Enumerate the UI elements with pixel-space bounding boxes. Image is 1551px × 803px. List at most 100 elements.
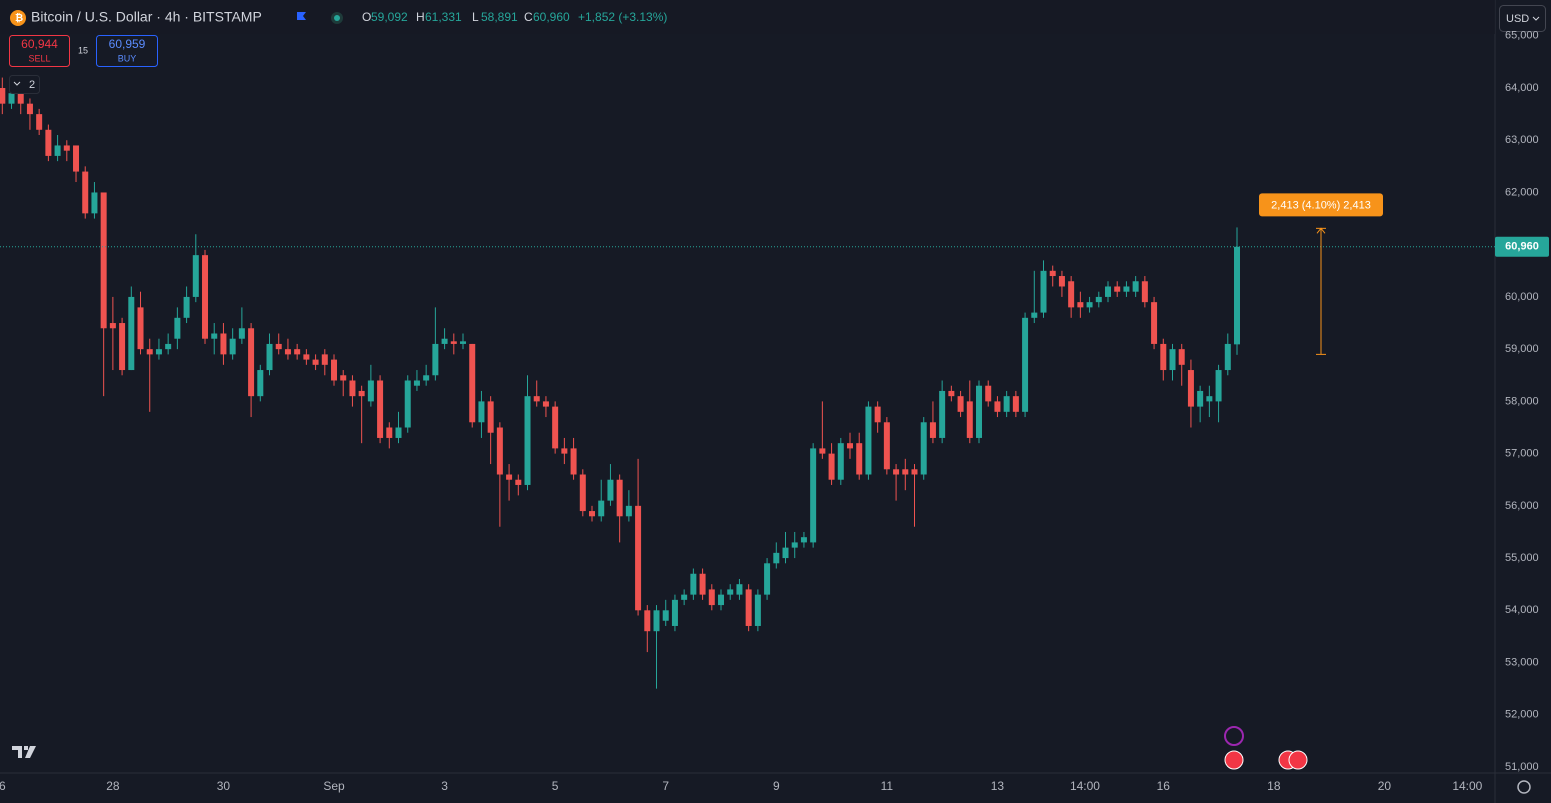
x-tick-label: 20 xyxy=(1378,779,1392,793)
candle-body xyxy=(847,443,854,449)
candle-body xyxy=(257,370,264,397)
candle-body xyxy=(432,343,439,376)
candle-body xyxy=(229,338,236,355)
flag-icon xyxy=(297,12,306,20)
candle-body xyxy=(1178,349,1185,365)
candle-body xyxy=(828,453,835,480)
candle-body xyxy=(800,537,807,543)
candle-body xyxy=(782,547,789,559)
candle-body xyxy=(192,255,199,297)
candle-body xyxy=(708,589,715,606)
x-tick-label: 3 xyxy=(441,779,448,793)
measure-box xyxy=(1259,193,1383,217)
candle-body xyxy=(460,341,467,344)
logo xyxy=(12,746,36,758)
indicator-count[interactable]: 2 xyxy=(29,79,35,91)
candle-body xyxy=(625,505,632,517)
candle-body xyxy=(570,448,577,475)
currency[interactable]: USD xyxy=(1506,13,1529,25)
candle-body xyxy=(994,401,1001,412)
candle-body xyxy=(653,610,660,632)
x-tick-label: 16 xyxy=(1157,779,1171,793)
candle-body xyxy=(155,349,162,355)
candle-body xyxy=(1151,302,1158,344)
candle-body xyxy=(1215,370,1222,402)
y-tick-label: 58,000 xyxy=(1505,395,1539,407)
header-bg xyxy=(0,0,1495,34)
event-icon[interactable] xyxy=(1224,726,1244,746)
candle-body xyxy=(644,610,651,632)
chevron xyxy=(1532,16,1540,21)
candle-body xyxy=(248,328,255,397)
candle-body xyxy=(469,343,476,423)
buy-price[interactable]: 60,959 xyxy=(109,37,146,51)
candle-body xyxy=(146,349,153,355)
sell-label[interactable]: SELL xyxy=(28,53,50,63)
candle-body xyxy=(893,469,900,475)
candle-body xyxy=(856,443,863,475)
y-tick-label: 52,000 xyxy=(1505,709,1539,721)
candle-body xyxy=(1105,286,1112,297)
candle-body xyxy=(441,338,448,344)
ohlc-value: 59,092 xyxy=(371,10,408,24)
candle-body xyxy=(1206,396,1213,402)
candle-body xyxy=(45,129,52,156)
candle-body xyxy=(671,599,678,626)
candle-body xyxy=(976,385,983,438)
indicator-toggle[interactable] xyxy=(9,75,40,94)
candle-body xyxy=(220,333,227,355)
candle-body xyxy=(1058,276,1065,287)
x-tick-label: Sep xyxy=(323,779,345,793)
candle-body xyxy=(1141,281,1148,303)
sell-button[interactable] xyxy=(9,35,70,67)
candle-body xyxy=(100,192,107,329)
candle-body xyxy=(303,354,310,360)
y-tick-label: 55,000 xyxy=(1505,552,1539,564)
candle-body xyxy=(349,380,356,397)
y-tick-label: 57,000 xyxy=(1505,448,1539,460)
ohlc-value: 60,960 xyxy=(533,10,570,24)
last-price-label: 60,960 xyxy=(1505,241,1539,253)
y-tick-label: 65,000 xyxy=(1505,30,1539,42)
candle-body xyxy=(8,93,15,104)
candle-body xyxy=(865,406,872,475)
buy-label[interactable]: BUY xyxy=(118,53,137,63)
candle-body xyxy=(1234,246,1241,345)
candle-body xyxy=(0,88,6,104)
candle-body xyxy=(598,500,605,517)
ohlc-legend: O 59,092 H 61,331 L 58,891 C 60,960 xyxy=(362,10,570,24)
candle-body xyxy=(736,584,743,595)
settings-icon[interactable] xyxy=(1517,780,1531,794)
candle-body xyxy=(607,479,614,501)
candle-body xyxy=(119,323,126,371)
candle-body xyxy=(589,511,596,517)
candle-body xyxy=(1040,270,1047,313)
candle-body xyxy=(82,171,89,214)
candle-body xyxy=(754,594,761,626)
candle-body xyxy=(183,296,190,318)
candle-body xyxy=(819,448,826,454)
sell-price[interactable]: 60,944 xyxy=(21,37,58,51)
candle-body xyxy=(165,343,172,350)
candle-body xyxy=(423,375,430,381)
candle-body xyxy=(837,443,844,480)
candle-body xyxy=(902,469,909,475)
candle-body xyxy=(1123,286,1130,292)
y-tick-label: 64,000 xyxy=(1505,82,1539,94)
candle-body xyxy=(63,145,70,151)
candle-body xyxy=(404,380,411,428)
buy-button[interactable] xyxy=(96,35,158,67)
candle-body xyxy=(202,255,209,339)
candle-body xyxy=(358,390,365,397)
candle-body xyxy=(386,427,393,438)
currency-button[interactable] xyxy=(1499,5,1546,32)
x-tick-label: 11 xyxy=(881,779,894,793)
ohlc-value: 61,331 xyxy=(425,10,462,24)
candle-body xyxy=(312,359,319,365)
event-icon[interactable] xyxy=(1288,750,1308,770)
event-icon[interactable] xyxy=(1224,750,1244,770)
candle-body xyxy=(1022,317,1029,412)
candle-body xyxy=(1031,312,1038,318)
candle-body xyxy=(957,396,964,412)
